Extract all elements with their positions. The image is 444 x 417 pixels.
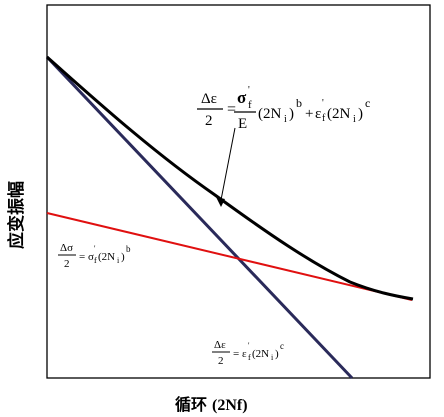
elastic-sigma-prime: ' [94,244,96,253]
plastic-equals: = [233,348,239,360]
total-sigma-prime: ' [248,85,250,96]
total-term1: (2N [258,106,281,122]
total-term2: (2N [327,106,350,122]
annotation-arrow-line [220,127,236,201]
total-lhs-numerator: Δε [201,91,217,107]
plastic-epsilon-subscript: f [248,353,251,362]
plastic-term-subscript: i [271,353,274,362]
plastic-strain-line [45,55,354,380]
elastic-strain-equation: Δσ 2 = σ ' f (2N i ) b [58,242,131,270]
total-lhs-denominator: 2 [205,113,213,129]
elastic-sigma: σ [88,251,94,263]
total-strain-curve [46,55,414,301]
total-term1-subscript: i [284,114,287,125]
total-plus: + [305,106,313,122]
plastic-exponent: c [280,341,284,351]
x-axis-label-symbol: (2Nf) [212,397,248,414]
plastic-epsilon: ε [242,348,247,360]
plastic-lhs-numerator: Δε [214,339,226,351]
x-axis-label-chinese: 循环 [175,395,207,414]
total-sigma-denominator: E [238,116,247,132]
total-term1-exponent: b [296,96,302,110]
plastic-term-close: ) [275,348,279,360]
elastic-exponent: b [126,244,131,254]
total-term2-exponent: c [365,96,370,110]
elastic-term-subscript: i [117,256,120,265]
total-sigma: σ [237,88,247,107]
elastic-term-close: ) [121,251,125,263]
elastic-sigma-subscript: f [94,256,97,265]
total-term1-close: ) [289,106,294,122]
elastic-lhs-denominator: 2 [64,258,70,270]
elastic-strain-line [46,212,413,301]
plastic-epsilon-prime: ' [248,341,250,350]
annotation-arrowhead-icon [216,197,225,207]
total-epsilon-subscript: f [322,113,326,124]
plastic-strain-equation: Δε 2 = ε ' f (2N i ) c [212,339,284,367]
elastic-equals: = [79,251,85,263]
total-equals: = [227,101,236,118]
total-sigma-subscript: f [248,99,252,111]
plastic-lhs-denominator: 2 [218,355,224,367]
total-term2-close: ) [358,106,363,122]
y-axis-label: 应变振幅 [6,181,27,249]
plastic-term: (2N [252,348,269,360]
elastic-lhs-numerator: Δσ [60,242,73,254]
plot-frame [46,4,431,379]
total-epsilon: ε [315,106,321,122]
total-strain-equation: Δε 2 = σ ' f E (2N i ) b + ε ' f (2N i )… [197,85,370,132]
total-term2-subscript: i [353,114,356,125]
elastic-term: (2N [98,251,115,263]
total-epsilon-prime: ' [322,98,324,109]
